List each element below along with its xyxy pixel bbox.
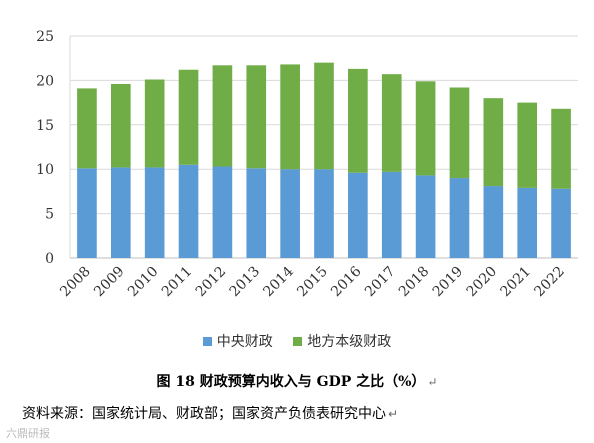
bar-central xyxy=(280,169,300,258)
x-tick-label: 2011 xyxy=(159,264,196,301)
bar-local xyxy=(144,79,165,168)
bars xyxy=(77,62,571,258)
bar-central xyxy=(348,172,368,258)
bar-central xyxy=(449,178,470,258)
bar-local xyxy=(449,87,470,179)
bar-local xyxy=(178,69,199,165)
bar-local xyxy=(110,83,131,168)
x-tick-label: 2009 xyxy=(91,264,128,301)
bar-central xyxy=(212,166,233,258)
source-note: 资料来源：国家统计局、财政部；国家资产负债表研究中心 ↵ xyxy=(22,403,398,423)
bar-central xyxy=(415,175,436,258)
bar-local xyxy=(381,74,402,172)
x-tick-label: 2014 xyxy=(260,263,297,300)
x-tick-label: 2016 xyxy=(328,263,365,300)
bar-local xyxy=(415,81,436,176)
y-tick-label: 5 xyxy=(45,207,54,223)
bar-local xyxy=(348,68,368,173)
bar-local xyxy=(280,64,300,170)
figure-title: 图 18 财政预算内收入与 GDP 之比（%） xyxy=(156,374,426,390)
legend-label-central: 中央财政 xyxy=(216,334,273,350)
x-tick-label: 2010 xyxy=(125,264,162,301)
bar-central xyxy=(77,168,97,258)
x-tick-label: 2012 xyxy=(193,264,230,301)
legend-item-local: 地方本级财政 xyxy=(293,331,391,351)
bar-central xyxy=(551,188,571,258)
legend-item-central: 中央财政 xyxy=(202,331,273,351)
bar-central xyxy=(381,171,402,258)
x-tick-label: 2015 xyxy=(294,264,331,301)
bar-local xyxy=(483,98,504,187)
y-tick-label: 10 xyxy=(36,162,54,178)
x-tick-label: 2017 xyxy=(362,264,399,301)
x-tick-label: 2022 xyxy=(531,264,568,301)
watermark-text: 六鼎研报 xyxy=(6,427,50,440)
paragraph-mark: ↵ xyxy=(427,375,438,389)
bar-local xyxy=(246,65,267,169)
bar-local xyxy=(517,102,538,188)
bar-central xyxy=(517,187,538,258)
bar-central xyxy=(110,167,131,258)
x-tick-label: 2013 xyxy=(227,264,264,301)
bar-local xyxy=(212,65,233,167)
bar-local xyxy=(77,88,97,169)
y-tick-label: 20 xyxy=(36,73,54,89)
legend-swatch-central xyxy=(202,336,212,346)
source-text: 资料来源：国家统计局、财政部；国家资产负债表研究中心 xyxy=(22,406,386,422)
y-axis-ticks: 0 5 10 15 20 25 xyxy=(36,29,54,267)
bar-central xyxy=(246,168,267,258)
y-tick-label: 15 xyxy=(36,118,54,134)
x-tick-label: 2019 xyxy=(430,264,467,301)
x-tick-label: 2018 xyxy=(396,264,433,301)
paragraph-mark: ↵ xyxy=(388,407,399,421)
bar-central xyxy=(314,169,334,258)
y-tick-label: 0 xyxy=(45,251,54,267)
bar-central xyxy=(144,167,165,258)
x-axis-ticks: 2008200920102011201220132014201520162017… xyxy=(57,263,568,300)
bar-central xyxy=(483,186,504,258)
watermark: 六鼎研报 xyxy=(6,425,50,441)
legend-label-local: 地方本级财政 xyxy=(307,334,392,350)
bar-central xyxy=(178,164,199,258)
legend-swatch-local xyxy=(293,336,303,346)
x-tick-label: 2020 xyxy=(464,264,501,301)
x-tick-label: 2008 xyxy=(57,264,94,301)
bar-local xyxy=(314,62,334,170)
y-tick-label: 25 xyxy=(36,29,54,45)
figure-caption: 图 18 财政预算内收入与 GDP 之比（%） ↵ xyxy=(0,371,594,391)
bar-local xyxy=(551,108,571,189)
legend: 中央财政 地方本级财政 xyxy=(0,331,594,351)
x-tick-label: 2021 xyxy=(498,264,535,301)
